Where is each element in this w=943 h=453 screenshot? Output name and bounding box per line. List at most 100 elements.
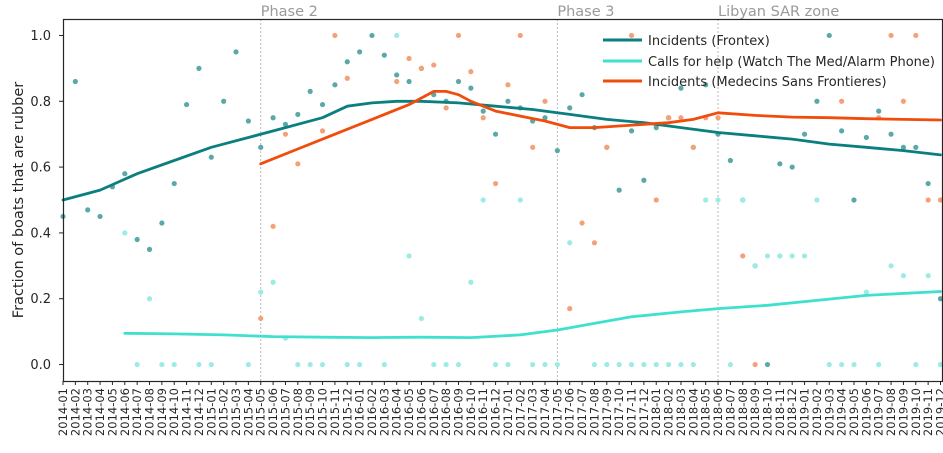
data-point (937, 197, 943, 203)
x-tick-label: 2015-12 (340, 388, 354, 436)
data-point (208, 154, 214, 160)
data-point (801, 253, 808, 259)
x-tick-label: 2019-06 (859, 388, 873, 436)
x-tick-label: 2014-01 (56, 388, 70, 436)
data-point (418, 315, 425, 322)
data-point (764, 253, 771, 259)
y-tick-label: 0.8 (30, 95, 51, 110)
data-point (554, 361, 560, 368)
data-point (357, 361, 363, 368)
data-point (406, 253, 412, 259)
data-point (530, 361, 536, 368)
x-tick-label: 2016-10 (464, 388, 478, 436)
data-point (307, 88, 313, 94)
x-tick-label: 2017-10 (612, 388, 626, 436)
x-tick-label: 2016-01 (353, 388, 367, 436)
data-point (505, 98, 511, 104)
data-point (530, 144, 536, 150)
data-point (567, 306, 573, 312)
x-tick-label: 2014-06 (118, 388, 132, 436)
data-point (925, 197, 931, 203)
data-point (282, 121, 289, 127)
data-point (455, 78, 462, 85)
data-point (876, 361, 882, 368)
data-point (839, 98, 845, 104)
x-tick-label: 2014-10 (167, 388, 181, 436)
x-tick-label: 2017-01 (501, 388, 515, 436)
data-point (97, 213, 103, 220)
legend-label: Calls for help (Watch The Med/Alarm Phon… (648, 55, 935, 70)
legend: Incidents (Frontex) Calls for help (Watch… (603, 34, 935, 90)
data-point (579, 220, 585, 226)
data-point (604, 144, 610, 150)
data-point (171, 180, 177, 187)
data-point (789, 164, 795, 170)
data-point (85, 207, 91, 213)
x-tick-label: 2019-07 (872, 388, 886, 436)
x-tick-label: 2019-02 (810, 388, 824, 436)
data-point (492, 131, 499, 137)
lines-layer (61, 90, 942, 339)
data-point (221, 98, 227, 104)
data-point (888, 263, 894, 269)
x-tick-label: 2019-03 (822, 388, 836, 436)
data-point (505, 361, 511, 368)
data-point (851, 361, 857, 368)
data-point (319, 361, 326, 368)
x-tick-label: 2014-07 (130, 388, 144, 436)
x-tick-label: 2019-12 (934, 388, 943, 436)
data-point (653, 125, 659, 131)
data-point (295, 361, 301, 368)
x-tick-label: 2015-09 (303, 388, 317, 436)
data-point (678, 85, 684, 91)
y-axis: 0.0 0.2 0.4 0.6 0.8 1.0 (30, 29, 63, 373)
phase-label: Phase 3 (557, 4, 614, 20)
x-tick-label: 2014-05 (105, 388, 119, 436)
data-point (777, 253, 783, 259)
x-tick-label: 2015-03 (229, 388, 243, 436)
data-point (690, 144, 696, 150)
data-point (913, 361, 919, 368)
data-point (678, 115, 684, 121)
legend-label: Incidents (Medecins Sans Frontieres) (648, 75, 887, 90)
data-point (208, 361, 214, 368)
x-tick-label: 2018-02 (662, 388, 676, 436)
x-tick-label: 2015-05 (254, 388, 268, 436)
data-point (295, 161, 301, 167)
data-point (492, 180, 499, 187)
phase-label: Libyan SAR zone (718, 4, 839, 20)
x-tick-label: 2015-06 (266, 388, 280, 436)
data-point (233, 49, 239, 55)
data-point (542, 361, 548, 368)
x-tick-label: 2019-04 (835, 388, 849, 436)
data-point (418, 65, 425, 71)
data-point (925, 273, 931, 279)
data-point (826, 32, 832, 39)
data-point (665, 361, 672, 368)
data-point (468, 85, 474, 91)
data-point (888, 32, 894, 39)
x-tick-label: 2017-06 (563, 388, 577, 436)
data-point (839, 361, 845, 368)
phase-layer: Phase 2 Phase 3 Libyan SAR zone (260, 4, 839, 381)
data-point (913, 144, 919, 150)
data-point (826, 361, 832, 368)
data-point (727, 157, 733, 164)
data-point (468, 279, 474, 285)
data-point (258, 315, 264, 322)
data-point (567, 105, 573, 111)
x-tick-label: 2018-08 (736, 388, 750, 436)
x-tick-label: 2015-02 (217, 388, 231, 436)
data-point (876, 108, 882, 114)
data-point (258, 289, 264, 295)
x-tick-label: 2016-05 (402, 388, 416, 436)
data-point (480, 108, 486, 114)
data-point (134, 361, 140, 368)
data-point (814, 197, 820, 203)
data-point (245, 361, 251, 368)
x-tick-label: 2019-08 (884, 388, 898, 436)
x-tick-label: 2018-03 (674, 388, 688, 436)
x-tick-label: 2017-07 (575, 388, 589, 436)
x-tick-label: 2015-08 (291, 388, 305, 436)
data-point (690, 361, 696, 368)
